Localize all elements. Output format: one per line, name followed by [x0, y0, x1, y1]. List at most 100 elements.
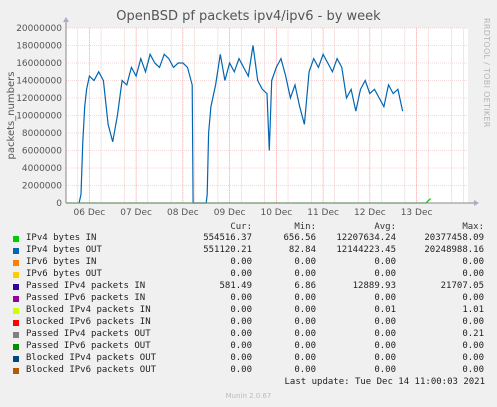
legend-series-name: Blocked IPv6 packets OUT	[26, 365, 157, 375]
legend-cur-value: 0.00	[230, 293, 252, 303]
y-tick-label: 14000000	[16, 77, 62, 87]
y-axis-label: packets_numbers	[6, 72, 17, 160]
legend-min-value: 82.84	[288, 245, 316, 255]
legend-cur-value: 581.49	[219, 281, 252, 291]
legend-cur-value: 551120.21	[203, 245, 252, 255]
legend-min-value: 656.56	[283, 233, 316, 243]
legend-row: IPv6 bytes OUT 0.00 0.00 0.00 0.00	[0, 269, 497, 281]
legend-min-value: 0.00	[294, 329, 316, 339]
legend-swatch	[13, 356, 19, 362]
legend-avg-value: 0.00	[374, 329, 396, 339]
legend-avg-value: 12207634.24	[336, 233, 396, 243]
y-axis-arrow	[63, 17, 69, 22]
legend-swatch	[13, 284, 19, 290]
x-tick-label: 09 Dec	[214, 208, 246, 218]
y-tick-label: 20000000	[16, 24, 62, 34]
legend-min-value: 0.00	[294, 305, 316, 315]
legend-cur-value: 0.00	[230, 329, 252, 339]
legend-row: Passed IPv6 packets OUT 0.00 0.00 0.00 0.00	[0, 341, 497, 353]
legend-series-name: Passed IPv6 packets OUT	[26, 341, 151, 351]
legend-swatch	[13, 296, 19, 302]
legend-max-value: 0.00	[462, 269, 484, 279]
legend-avg-value: 12144223.45	[336, 245, 396, 255]
legend: IPv4 bytes IN 554516.37 656.56 12207634.24 2…	[0, 233, 497, 377]
x-tick-label: 13 Dec	[401, 208, 433, 218]
legend-series-name: IPv4 bytes OUT	[26, 245, 102, 255]
legend-row: Passed IPv4 packets OUT 0.00 0.00 0.00 0.21	[0, 329, 497, 341]
legend-row: Blocked IPv6 packets OUT 0.00 0.00 0.00 0.00	[0, 365, 497, 377]
legend-row: Blocked IPv4 packets OUT 0.00 0.00 0.00 0.00	[0, 353, 497, 365]
legend-avg-value: 0.00	[374, 257, 396, 267]
legend-min-value: 0.00	[294, 269, 316, 279]
legend-swatch	[13, 320, 19, 326]
x-tick-label: 12 Dec	[354, 208, 386, 218]
legend-max-value: 0.00	[462, 293, 484, 303]
legend-min-value: 0.00	[294, 365, 316, 375]
legend-max-value: 0.00	[462, 353, 484, 363]
x-tick-label: 10 Dec	[260, 208, 292, 218]
y-tick-label: 18000000	[16, 42, 62, 52]
legend-header-max: Max:	[462, 222, 484, 232]
y-tick-label: 8000000	[22, 129, 62, 139]
y-tick-label: 4000000	[22, 164, 62, 174]
legend-cur-value: 0.00	[230, 353, 252, 363]
legend-max-value: 0.00	[462, 317, 484, 327]
legend-row: IPv4 bytes IN 554516.37 656.56 12207634.24 2…	[0, 233, 497, 245]
legend-row: Blocked IPv4 packets IN 0.00 0.00 0.01 1.01	[0, 305, 497, 317]
legend-min-value: 0.00	[294, 293, 316, 303]
legend-min-value: 0.00	[294, 257, 316, 267]
legend-swatch	[13, 332, 19, 338]
legend-cur-value: 0.00	[230, 341, 252, 351]
legend-series-name: Blocked IPv6 packets IN	[26, 317, 151, 327]
legend-swatch	[13, 260, 19, 266]
x-tick-label: 08 Dec	[167, 208, 199, 218]
legend-series-name: Blocked IPv4 packets IN	[26, 305, 151, 315]
y-tick-label: 0	[56, 199, 62, 209]
series-line-0	[78, 45, 404, 204]
legend-cur-value: 0.00	[230, 317, 252, 327]
x-tick-label: 07 Dec	[120, 208, 152, 218]
chart-title: OpenBSD pf packets ipv4/ipv6 - by week	[116, 9, 381, 24]
legend-max-value: 0.21	[462, 329, 484, 339]
legend-max-value: 20377458.09	[424, 233, 484, 243]
legend-avg-value: 0.00	[374, 317, 396, 327]
y-tick-label: 2000000	[22, 182, 62, 192]
legend-header-cur: Cur:	[230, 222, 252, 232]
legend-series-name: Blocked IPv4 packets OUT	[26, 353, 157, 363]
legend-row: Passed IPv4 packets IN 581.49 6.86 12889.93…	[0, 281, 497, 293]
legend-avg-value: 12889.93	[352, 281, 396, 291]
legend-min-value: 0.00	[294, 353, 316, 363]
legend-max-value: 0.00	[462, 365, 484, 375]
legend-swatch	[13, 248, 19, 254]
legend-swatch	[13, 236, 19, 242]
legend-avg-value: 0.00	[374, 341, 396, 351]
legend-max-value: 21707.05	[440, 281, 484, 291]
legend-cur-value: 554516.37	[203, 233, 252, 243]
legend-header-avg: Avg:	[374, 222, 396, 232]
legend-avg-value: 0.00	[374, 365, 396, 375]
legend-row: Passed IPv6 packets IN 0.00 0.00 0.00 0.00	[0, 293, 497, 305]
legend-cur-value: 0.00	[230, 305, 252, 315]
legend-series-name: IPv4 bytes IN	[26, 233, 97, 243]
chart-area: 0 2000000 4000000 6000000 8000000 10000000 120…	[6, 17, 479, 218]
legend-min-value: 6.86	[294, 281, 316, 291]
legend-max-value: 1.01	[462, 305, 484, 315]
legend-row: Blocked IPv6 packets IN 0.00 0.00 0.00 0.00	[0, 317, 497, 329]
y-tick-label: 16000000	[16, 59, 62, 69]
legend-header-min: Min:	[294, 222, 316, 232]
legend-series-name: Passed IPv4 packets IN	[26, 281, 146, 291]
legend-series-name: IPv6 bytes IN	[26, 257, 97, 267]
y-tick-label: 6000000	[22, 147, 62, 157]
legend-avg-value: 0.01	[374, 305, 396, 315]
legend-avg-value: 0.00	[374, 353, 396, 363]
legend-swatch	[13, 308, 19, 314]
legend-series-name: Passed IPv6 packets IN	[26, 293, 146, 303]
legend-cur-value: 0.00	[230, 365, 252, 375]
last-update: Last update: Tue Dec 14 11:00:03 2021	[284, 377, 485, 387]
y-tick-label: 12000000	[16, 94, 62, 104]
legend-swatch	[13, 272, 19, 278]
x-axis-arrow	[474, 200, 479, 206]
legend-row: IPv6 bytes IN 0.00 0.00 0.00 0.00	[0, 257, 497, 269]
legend-swatch	[13, 368, 19, 374]
legend-max-value: 0.00	[462, 257, 484, 267]
